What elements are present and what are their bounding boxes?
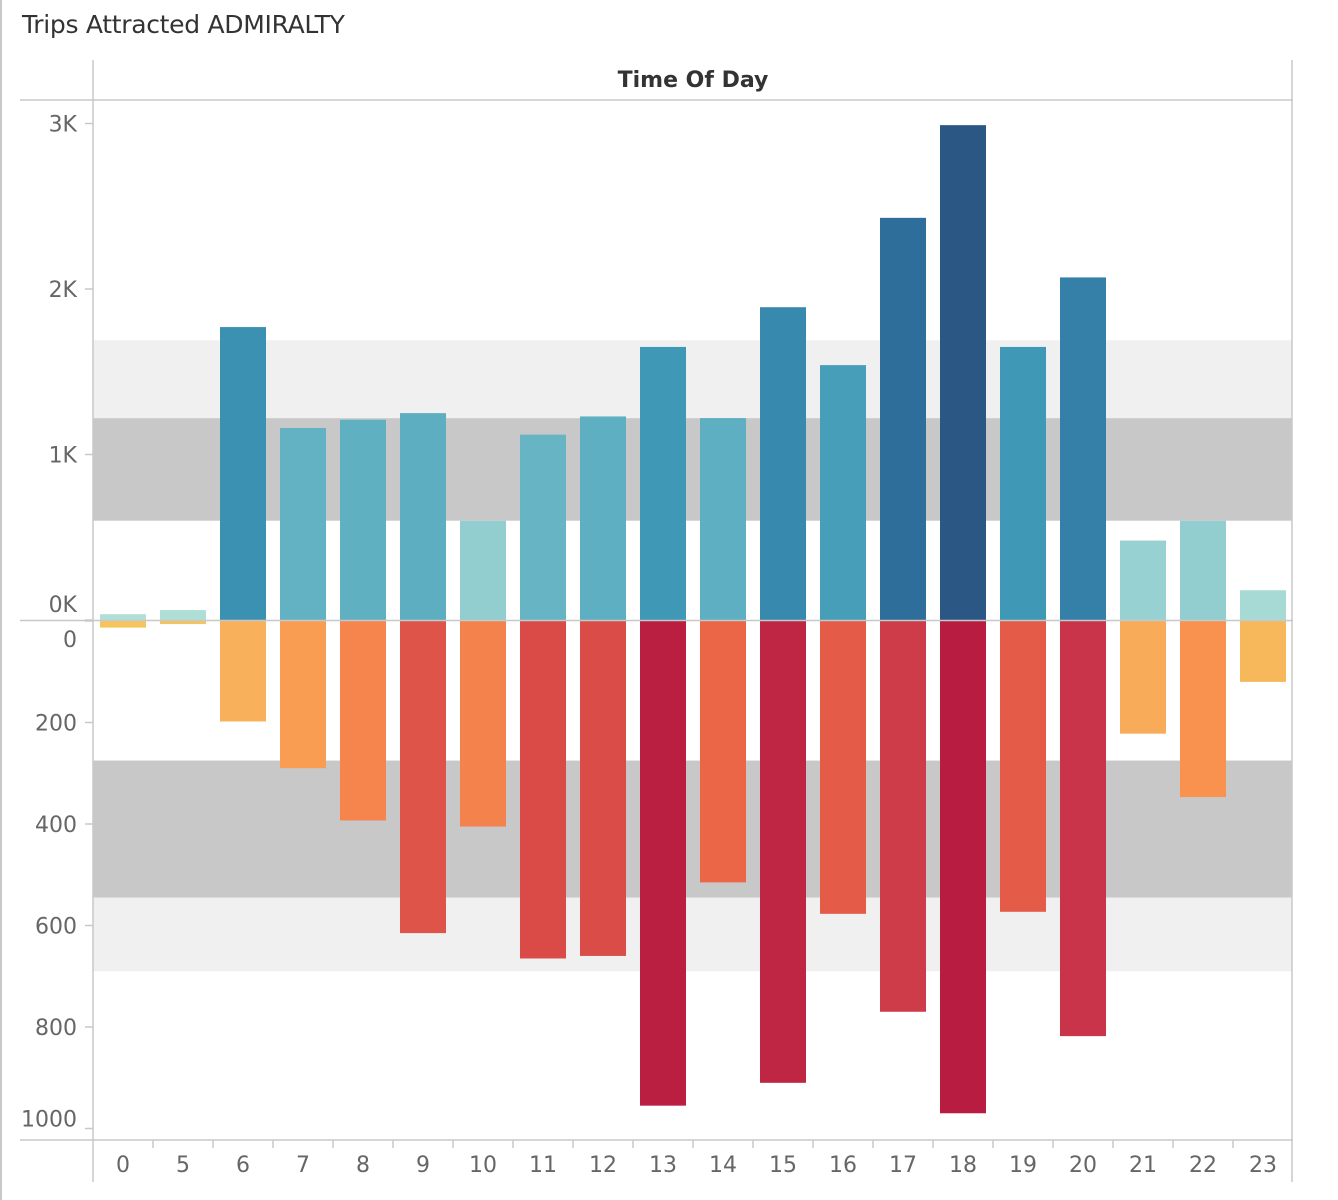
- bar-trips-bottom: [760, 621, 806, 1083]
- bar-trips-top: [520, 434, 566, 620]
- bar-trips-top: [340, 419, 386, 620]
- bar-trips-top: [940, 125, 986, 620]
- bar-trips-bottom: [1240, 621, 1286, 682]
- bar-trips-bottom: [220, 621, 266, 722]
- y-tick-label: 1K: [49, 444, 78, 469]
- bar-trips-top: [1240, 590, 1286, 620]
- x-tick-label: 12: [589, 1153, 617, 1178]
- y-tick-label: 800: [35, 1016, 77, 1041]
- y-tick-label: 400: [35, 813, 77, 838]
- bar-trips-top: [1180, 520, 1226, 620]
- y-tick-label: 0K: [49, 593, 78, 618]
- y-tick-label: 200: [35, 712, 77, 737]
- bar-trips-top: [460, 520, 506, 620]
- bar-trips-bottom: [580, 621, 626, 956]
- y-tick-label: 0: [63, 628, 77, 653]
- reference-band: [93, 340, 1292, 419]
- y-tick-label: 1000: [21, 1108, 77, 1133]
- bar-trips-bottom: [280, 621, 326, 769]
- x-tick-label: 5: [176, 1153, 190, 1178]
- bar-trips-top: [160, 610, 206, 620]
- left-border: [0, 0, 2, 1200]
- bar-trips-bottom: [520, 621, 566, 959]
- reference-band: [93, 418, 1292, 521]
- bar-trips-bottom: [160, 621, 206, 625]
- y-tick-label: 600: [35, 915, 77, 940]
- bar-trips-bottom: [1000, 621, 1046, 912]
- bar-trips-top: [640, 346, 686, 620]
- bar-trips-bottom: [880, 621, 926, 1012]
- bar-trips-bottom: [340, 621, 386, 821]
- x-tick-label: 7: [296, 1153, 310, 1178]
- bar-trips-top: [100, 614, 146, 620]
- bar-trips-bottom: [640, 621, 686, 1106]
- x-tick-label: 18: [949, 1153, 977, 1178]
- bar-trips-top: [400, 413, 446, 620]
- bar-trips-bottom: [1060, 621, 1106, 1037]
- bar-trips-bottom: [1180, 621, 1226, 798]
- chart-title: Trips Attracted ADMIRALTY: [22, 10, 345, 39]
- bar-trips-top: [1000, 346, 1046, 620]
- x-tick-label: 17: [889, 1153, 917, 1178]
- x-tick-label: 19: [1009, 1153, 1037, 1178]
- y-tick-label: 3K: [49, 113, 78, 138]
- x-tick-label: 14: [709, 1153, 737, 1178]
- x-tick-label: 16: [829, 1153, 857, 1178]
- x-tick-label: 9: [416, 1153, 430, 1178]
- bar-trips-top: [1120, 540, 1166, 620]
- x-tick-label: 20: [1069, 1153, 1097, 1178]
- x-tick-label: 8: [356, 1153, 370, 1178]
- reference-band: [93, 897, 1292, 972]
- x-tick-label: 23: [1249, 1153, 1277, 1178]
- bar-trips-bottom: [820, 621, 866, 914]
- bar-trips-top: [220, 327, 266, 620]
- bar-trips-bottom: [940, 621, 986, 1114]
- x-tick-label: 21: [1129, 1153, 1157, 1178]
- bar-trips-top: [760, 307, 806, 620]
- bar-trips-top: [280, 428, 326, 620]
- bar-trips-bottom: [460, 621, 506, 827]
- y-tick-label: 2K: [49, 278, 78, 303]
- x-tick-label: 11: [529, 1153, 557, 1178]
- x-tick-label: 0: [116, 1153, 130, 1178]
- bar-trips-top: [700, 418, 746, 620]
- reference-band: [93, 760, 1292, 898]
- bar-trips-bottom: [700, 621, 746, 883]
- bar-trips-top: [1060, 277, 1106, 620]
- x-tick-label: 6: [236, 1153, 250, 1178]
- column-header: Time Of Day: [617, 68, 769, 93]
- bar-trips-bottom: [400, 621, 446, 934]
- bar-trips-top: [880, 217, 926, 620]
- x-tick-label: 10: [469, 1153, 497, 1178]
- x-tick-label: 15: [769, 1153, 797, 1178]
- bar-trips-bottom: [100, 621, 146, 628]
- x-tick-label: 13: [649, 1153, 677, 1178]
- bar-trips-bottom: [1120, 621, 1166, 734]
- x-tick-label: 22: [1189, 1153, 1217, 1178]
- bar-trips-top: [580, 416, 626, 620]
- bar-trips-top: [820, 365, 866, 620]
